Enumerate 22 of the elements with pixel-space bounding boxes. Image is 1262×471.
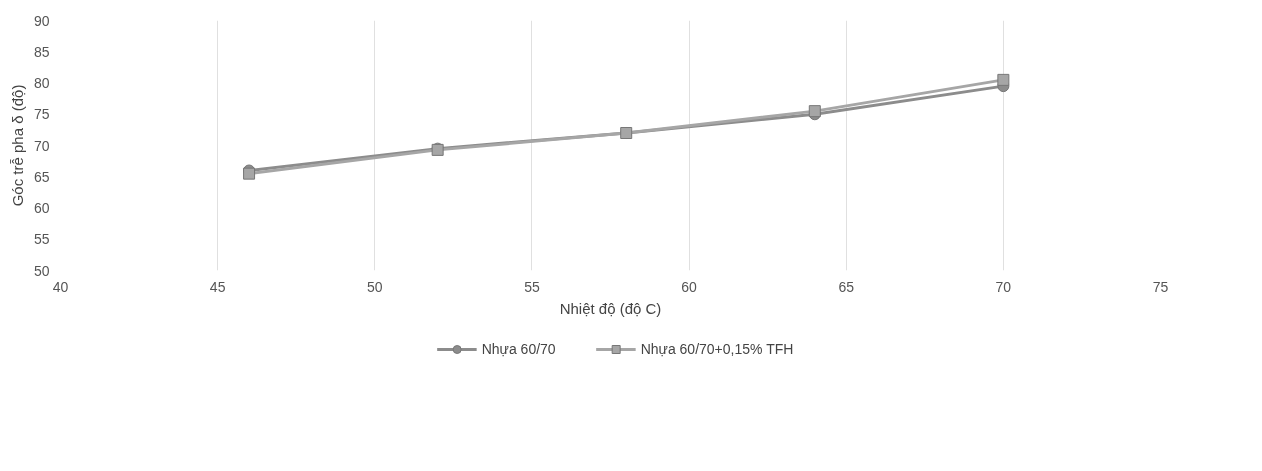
x-tick-label: 50 [367, 278, 383, 295]
x-tick-label: 45 [209, 278, 226, 295]
y-tick-label: 85 [33, 43, 50, 60]
y-tick-label: 80 [33, 75, 50, 91]
x-tick-label: 60 [681, 278, 698, 295]
y-tick-label: 60 [33, 200, 50, 216]
x-tick-label: 65 [838, 278, 855, 295]
x-tick-label: 55 [524, 278, 540, 295]
x-tick-label: 75 [1152, 278, 1169, 295]
x-tick-label: 40 [52, 278, 69, 295]
y-tick-label: 55 [33, 231, 50, 248]
x-tick-label: 70 [995, 278, 1012, 295]
y-tick-label: 70 [33, 137, 50, 154]
y-axis-title: Góc trễ pha δ (độ) [8, 84, 26, 207]
y-tick-label: 90 [33, 12, 50, 29]
y-tick-label: 65 [33, 168, 50, 185]
x-axis-title: Nhiệt độ (độ C) [559, 299, 662, 317]
legend-label: Nhựa 60/70+0,15% TFH [640, 341, 794, 357]
point [997, 73, 1010, 86]
y-tick-label: 75 [33, 106, 50, 123]
legend-label: Nhựa 60/70 [481, 341, 556, 357]
y-tick-label: 50 [33, 262, 50, 279]
